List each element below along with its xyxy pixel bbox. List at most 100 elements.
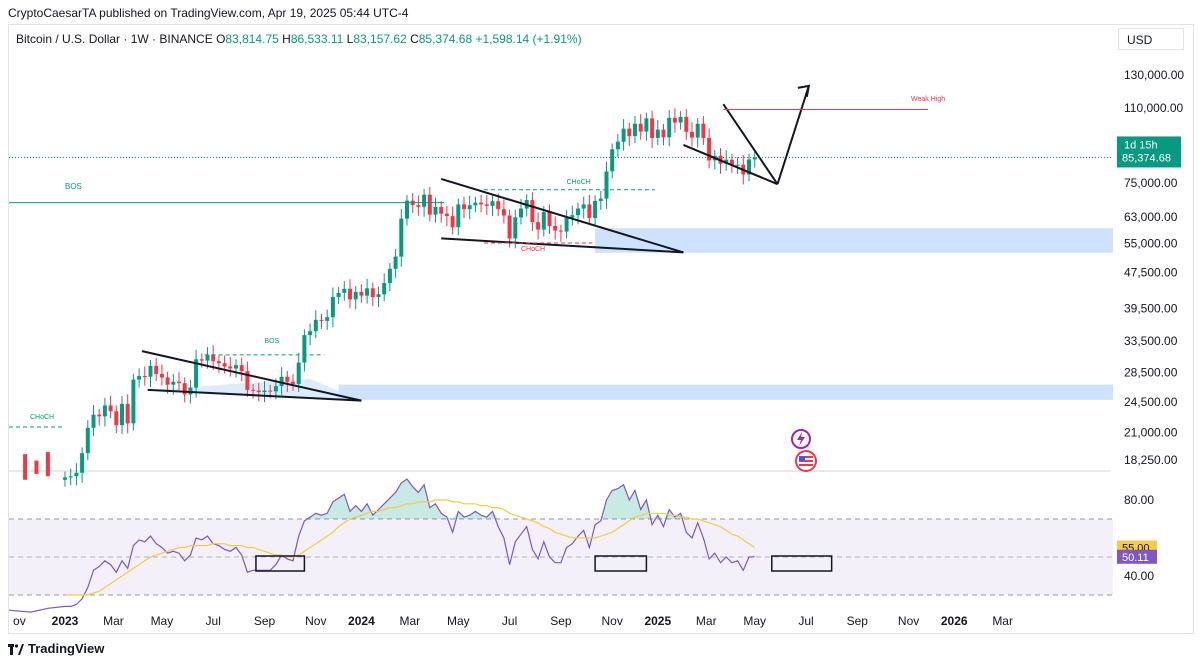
candle (354, 286, 358, 309)
candle (701, 116, 705, 145)
candle-body (644, 118, 648, 131)
demand-zone-lower (339, 385, 1113, 400)
candle-body (565, 218, 569, 232)
candle-body (405, 201, 409, 219)
bos-label-top: BOS (65, 182, 82, 191)
candle (382, 273, 386, 301)
candle-body (131, 380, 135, 424)
candle (491, 195, 495, 216)
candle (439, 201, 443, 222)
candle (656, 120, 660, 145)
candle-body (23, 454, 27, 480)
candle-body (485, 204, 489, 205)
candle-body (200, 359, 204, 360)
candle (662, 124, 666, 146)
candle (131, 374, 135, 431)
candle (325, 310, 329, 330)
candle (320, 314, 324, 329)
candle-body (667, 118, 671, 138)
candle-body (473, 203, 477, 206)
candle (667, 110, 671, 146)
candle (388, 263, 392, 291)
candle-body (605, 171, 609, 198)
candle-body (320, 320, 324, 321)
candle (234, 359, 238, 377)
countdown-label: 1d 15h (1124, 139, 1158, 151)
high-label: H (282, 32, 291, 46)
price-axis-tick: 130,000.00 (1124, 68, 1184, 82)
candle-body (35, 461, 39, 474)
candle-body (536, 222, 540, 229)
candle-body (331, 297, 335, 317)
candle-body (69, 476, 73, 477)
price-axis-tick: 18,250.00 (1124, 453, 1178, 467)
candle-body (622, 129, 626, 142)
candle-body (377, 294, 381, 297)
candle-body (616, 142, 620, 150)
candle (160, 364, 164, 385)
lightning-event-icon[interactable] (790, 428, 812, 450)
time-axis-tick: Jul (206, 614, 221, 628)
candle (548, 204, 552, 234)
candle (679, 111, 683, 129)
candle-body (251, 390, 255, 391)
weak-high-label: Weak High (911, 96, 945, 103)
candle-body (491, 201, 495, 206)
candle-body (753, 157, 757, 159)
tradingview-logo[interactable]: TradingView (8, 641, 104, 656)
candle-body (97, 415, 101, 417)
candle (405, 195, 409, 226)
time-axis-tick: 2023 (52, 614, 79, 628)
candle-body (109, 405, 113, 411)
candle-body (268, 391, 272, 392)
candle (377, 287, 381, 308)
candle-body (274, 386, 278, 391)
candle-body (257, 391, 261, 393)
projection-arrow-head-icon (798, 86, 809, 97)
candle-body (610, 149, 614, 171)
time-axis-tick: 2026 (941, 614, 968, 628)
open-label: O (216, 32, 225, 46)
candle-body (302, 335, 306, 362)
time-axis-tick: Mar (992, 614, 1013, 628)
candle-body (519, 209, 523, 218)
candle (485, 195, 489, 215)
candle-body (337, 293, 341, 297)
candle-body (639, 124, 643, 132)
us-flag-event-icon[interactable] (794, 449, 818, 473)
candle (308, 324, 312, 346)
candle-body (673, 118, 677, 123)
candle-body (86, 428, 90, 453)
candle-body (166, 377, 170, 384)
candle-body (456, 204, 460, 227)
candle-body (46, 452, 50, 476)
candle-body (171, 382, 175, 385)
candle (314, 310, 318, 338)
candle-body (662, 130, 666, 138)
change-value: +1,598.14 (+1.91%) (475, 32, 581, 46)
currency-button[interactable]: USD (1118, 28, 1184, 50)
time-axis-tick: May (743, 614, 766, 628)
candle (371, 283, 375, 307)
candle (736, 157, 740, 174)
choch-label-left: CHoCH (30, 414, 54, 421)
candle (730, 154, 734, 173)
time-axis-tick: Nov (305, 614, 326, 628)
open-value: 83,814.75 (225, 32, 278, 46)
time-axis-tick: Nov (898, 614, 919, 628)
price-axis-tick: 28,500.00 (1124, 366, 1178, 380)
candle-body (149, 366, 153, 377)
symbol-title[interactable]: Bitcoin / U.S. Dollar · 1W · BINANCE (16, 32, 213, 46)
candle-body (217, 361, 221, 363)
candle (114, 405, 118, 433)
time-axis-tick: Sep (550, 614, 572, 628)
candle (337, 287, 341, 304)
candle-body (263, 391, 267, 393)
candle (627, 123, 631, 146)
high-value: 86,533.11 (291, 32, 344, 46)
candle (399, 209, 403, 267)
price-axis-tick: 110,000.00 (1124, 101, 1183, 115)
price-axis-tick: 24,500.00 (1124, 395, 1178, 409)
candle (456, 199, 460, 236)
